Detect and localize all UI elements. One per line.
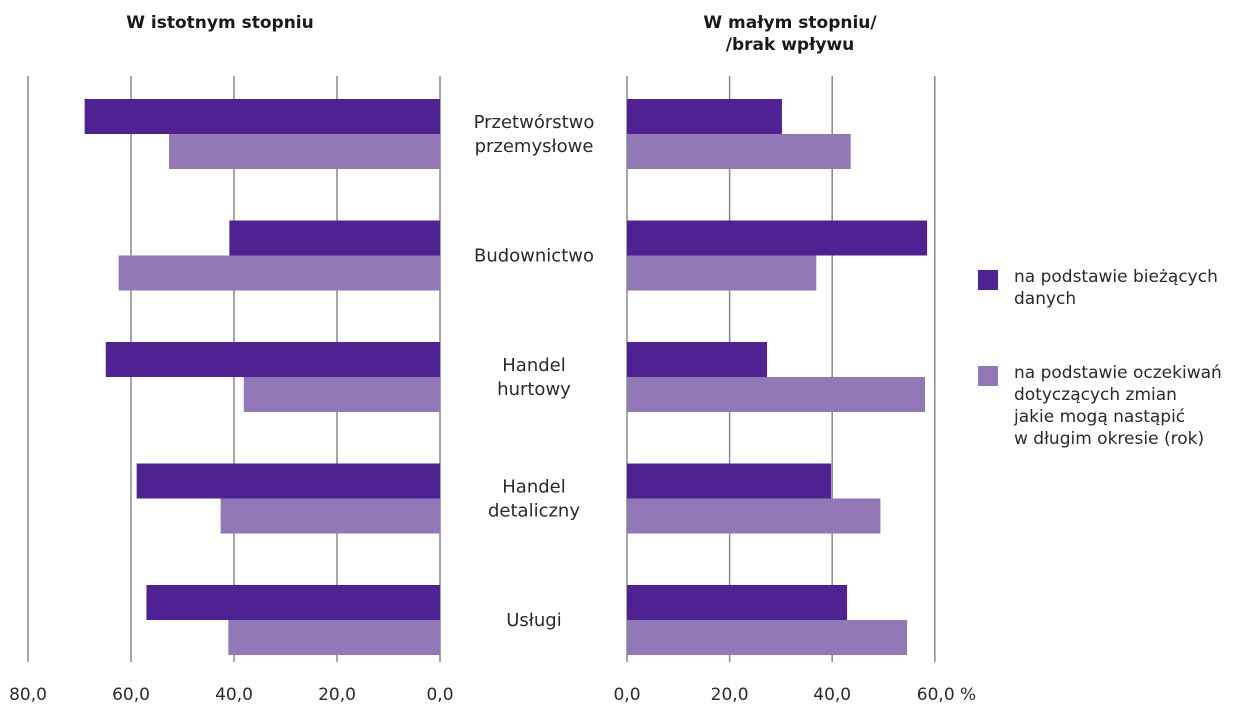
x-tick-label-0-4: 0,0 [426,685,453,705]
bar-right-1-0 [627,220,928,256]
bar-left-4-0 [146,585,440,620]
category-label-0-1: przemysłowe [475,136,594,157]
x-tick-label-1-1: 20,0 [711,685,749,705]
category-label-2-1: hurtowy [497,379,571,400]
chart-legend: na podstawie bieżących danych na podstaw… [978,266,1254,512]
bar-left-4-1 [228,620,440,655]
bar-left-2-0 [105,342,440,377]
x-tick-label-0-2: 40,0 [215,685,253,705]
bar-left-1-0 [229,220,440,256]
x-tick-label-0-1: 60,0 [112,685,150,705]
right-panel-title: W małym stopniu/ /brak wpływu [703,13,877,55]
legend-item-expected: na podstawie oczekiwań dotyczących zmian… [978,362,1254,472]
bar-right-3-0 [627,463,832,499]
x-tick-label-0-3: 20,0 [318,685,356,705]
category-label-1-0: Budownictwo [474,246,594,267]
bar-right-2-1 [627,377,926,412]
category-label-3-1: detaliczny [488,501,580,522]
x-tick-label-0-0: 80,0 [9,685,47,705]
category-label-3-0: Handel [502,477,565,498]
category-label-4-0: Usługi [506,610,562,631]
legend-swatch-expected [978,366,998,386]
legend-item-current: na podstawie bieżących danych [978,266,1254,322]
bar-left-0-1 [169,134,441,169]
left-panel-title: W istotnym stopniu [126,13,314,33]
legend-label-expected: na podstawie oczekiwań dotyczących zmian… [1014,363,1222,449]
bar-right-2-0 [627,342,768,377]
legend-swatch-current [978,270,998,290]
bar-right-0-0 [627,99,782,134]
bar-right-3-1 [627,498,881,534]
bar-left-1-1 [118,255,440,291]
bar-left-0-0 [84,99,441,134]
category-label-2-0: Handel [502,355,565,376]
bar-left-2-1 [243,377,440,412]
bar-left-3-0 [136,463,441,499]
bar-right-4-1 [627,620,908,655]
bar-left-3-1 [220,498,440,534]
legend-label-current: na podstawie bieżących danych [1014,267,1218,309]
x-tick-label-1-0: 0,0 [613,685,640,705]
x-tick-label-1-3: 60,0 % [917,685,976,705]
bar-right-0-1 [627,134,851,169]
bar-right-1-1 [627,255,817,291]
category-label-0-0: Przetwórstwo [474,112,595,133]
bar-right-4-0 [627,585,848,620]
x-tick-label-1-2: 40,0 [813,685,851,705]
